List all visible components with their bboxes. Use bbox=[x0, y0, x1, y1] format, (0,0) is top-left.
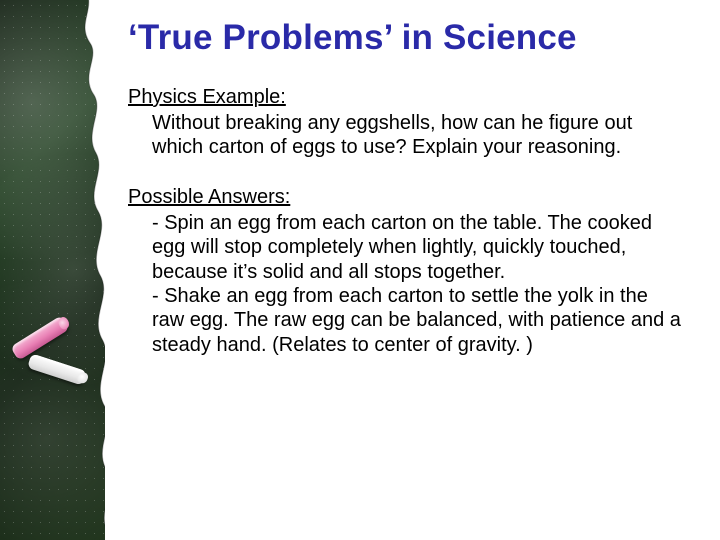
answer-item: - Spin an egg from each carton on the ta… bbox=[152, 211, 682, 284]
content-area: ‘True Problems’ in Science Physics Examp… bbox=[128, 18, 698, 357]
example-label: Physics Example: bbox=[128, 86, 698, 109]
example-body: Without breaking any eggshells, how can … bbox=[152, 111, 682, 160]
answer-item: - Shake an egg from each carton to settl… bbox=[152, 284, 682, 357]
left-decorative-strip bbox=[0, 0, 105, 540]
answers-body: - Spin an egg from each carton on the ta… bbox=[152, 211, 682, 357]
slide: ‘True Problems’ in Science Physics Examp… bbox=[0, 0, 720, 540]
torn-paper-edge bbox=[70, 0, 105, 540]
answers-label: Possible Answers: bbox=[128, 186, 698, 209]
slide-title: ‘True Problems’ in Science bbox=[128, 18, 698, 58]
